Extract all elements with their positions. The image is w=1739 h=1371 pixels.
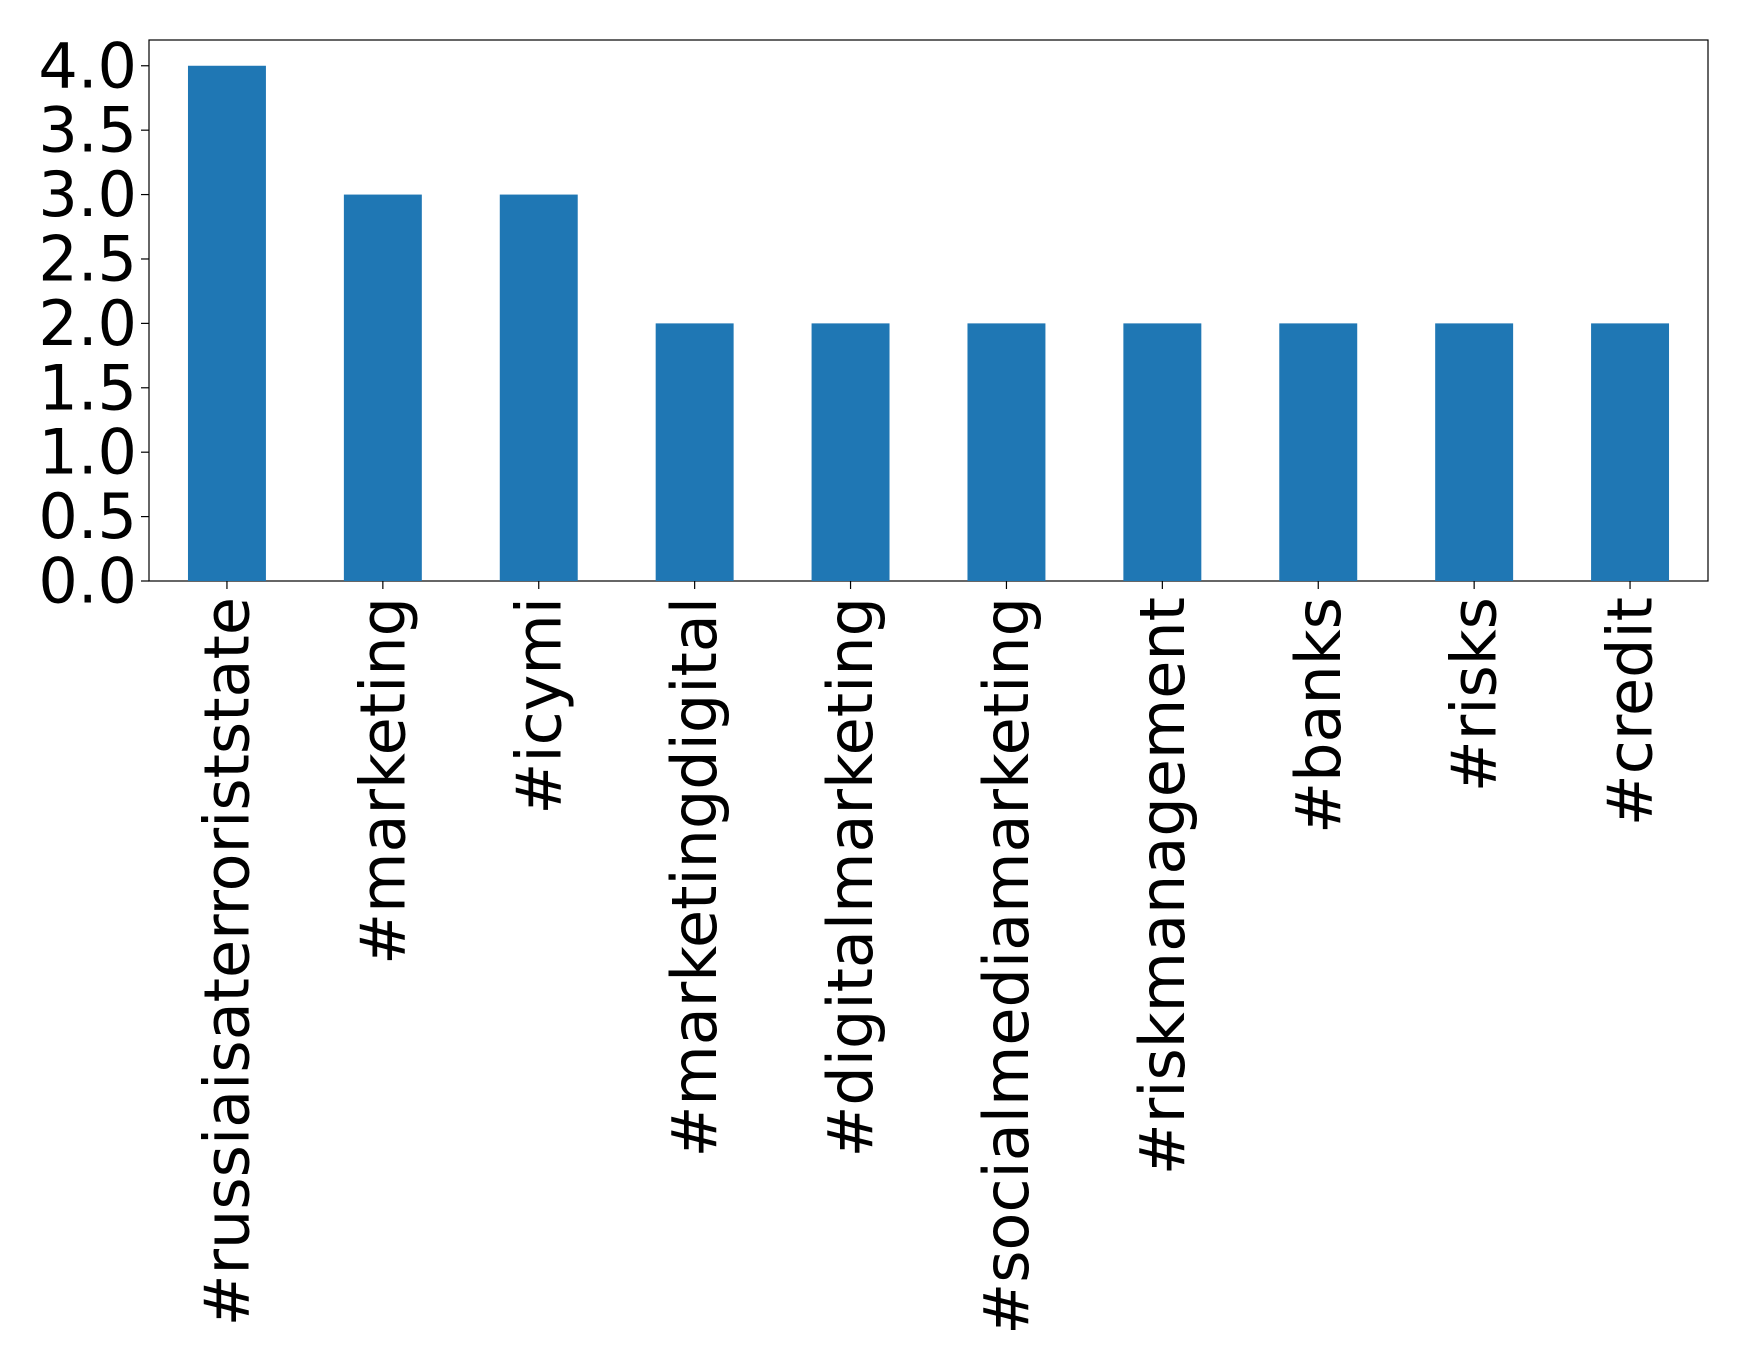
bar — [499, 194, 578, 582]
y-tick-label: 2.0 — [38, 287, 137, 360]
plot-frame — [148, 39, 1709, 582]
x-tick-label: #riskmanagement — [1126, 597, 1199, 1175]
bar — [1591, 323, 1670, 581]
x-tick-label: #marketingdigital — [658, 597, 731, 1158]
y-tick-label: 2.5 — [38, 222, 137, 295]
x-tick-label: #russiaisaterroriststate — [190, 597, 263, 1326]
y-tick-label: 3.0 — [38, 158, 137, 231]
x-tick-label: #digitalmarketing — [814, 597, 887, 1158]
bar — [1123, 323, 1202, 581]
bar — [187, 65, 266, 581]
bar — [967, 323, 1046, 581]
bar — [655, 323, 734, 581]
x-tick-label: #socialmediamarketing — [970, 597, 1043, 1335]
x-tick-label: #credit — [1594, 597, 1667, 826]
x-tick-label: #icymi — [502, 597, 575, 815]
y-tick-label: 4.0 — [38, 29, 137, 102]
y-tick-label: 0.5 — [38, 480, 137, 553]
bar — [1279, 323, 1358, 581]
bar — [343, 194, 422, 582]
y-tick-label: 0.0 — [38, 545, 137, 618]
bar — [811, 323, 890, 581]
x-tick-label: #banks — [1282, 597, 1355, 834]
bar — [1435, 323, 1514, 581]
y-tick-label: 1.0 — [38, 416, 137, 489]
x-tick-label: #marketing — [346, 597, 419, 965]
y-tick-label: 3.5 — [38, 94, 137, 167]
x-tick-label: #risks — [1438, 597, 1511, 792]
y-tick-label: 1.5 — [38, 351, 137, 424]
